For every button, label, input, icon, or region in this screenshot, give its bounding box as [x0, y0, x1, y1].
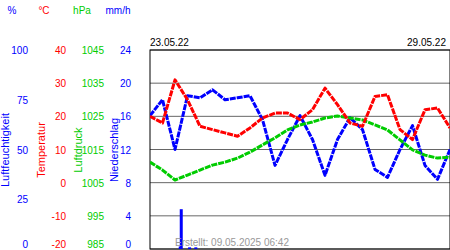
tick-label: 985	[87, 239, 104, 250]
tick-label: 50	[17, 145, 29, 156]
tick-label: 12	[120, 145, 132, 156]
tick-label: 100	[11, 45, 28, 56]
axis-unit: °C	[38, 5, 49, 16]
tick-label: 1045	[82, 45, 105, 56]
series-line	[150, 116, 450, 180]
grid-line	[150, 182, 450, 183]
tick-label: 1035	[82, 78, 105, 89]
tick-label: 16	[120, 111, 132, 122]
tick-label: -10	[52, 211, 67, 222]
tick-label: 10	[55, 145, 67, 156]
grid-line	[150, 215, 450, 216]
tick-label: 40	[55, 45, 67, 56]
axis-unit: mm/h	[106, 5, 131, 16]
date-label: 23.05.22	[150, 37, 189, 48]
axis-title: Niederschlag	[108, 118, 120, 182]
tick-label: 1005	[82, 178, 105, 189]
tick-label: 995	[87, 211, 104, 222]
plot-area	[150, 80, 450, 249]
grid-line	[150, 83, 450, 84]
tick-label: 20	[120, 78, 132, 89]
series-line	[150, 80, 450, 140]
tick-label: 4	[125, 211, 131, 222]
tick-label: 8	[125, 178, 131, 189]
footer: Erstellt: 09.05.2025 06:42	[175, 237, 289, 248]
tick-label: 0	[125, 239, 131, 250]
chart: %Luftfeuchtigkeit0255075100°CTemperatur-…	[0, 0, 450, 250]
tick-label: 1015	[82, 145, 105, 156]
plot-frame	[150, 50, 450, 249]
axis-title: Luftfeuchtigkeit	[0, 113, 11, 187]
axis-unit: hPa	[73, 5, 91, 16]
tick-label: 24	[120, 45, 132, 56]
tick-label: 1025	[82, 111, 105, 122]
axis-title: Temperatur	[35, 122, 47, 178]
tick-label: -20	[52, 239, 67, 250]
tick-label: 20	[55, 111, 67, 122]
grid-line	[150, 149, 450, 150]
tick-label: 0	[22, 239, 28, 250]
axis-unit: %	[8, 5, 17, 16]
tick-label: 75	[17, 95, 29, 106]
tick-label: 0	[60, 178, 66, 189]
tick-label: 25	[17, 194, 29, 205]
tick-label: 30	[55, 78, 67, 89]
date-label: 29.05.22	[407, 37, 446, 48]
